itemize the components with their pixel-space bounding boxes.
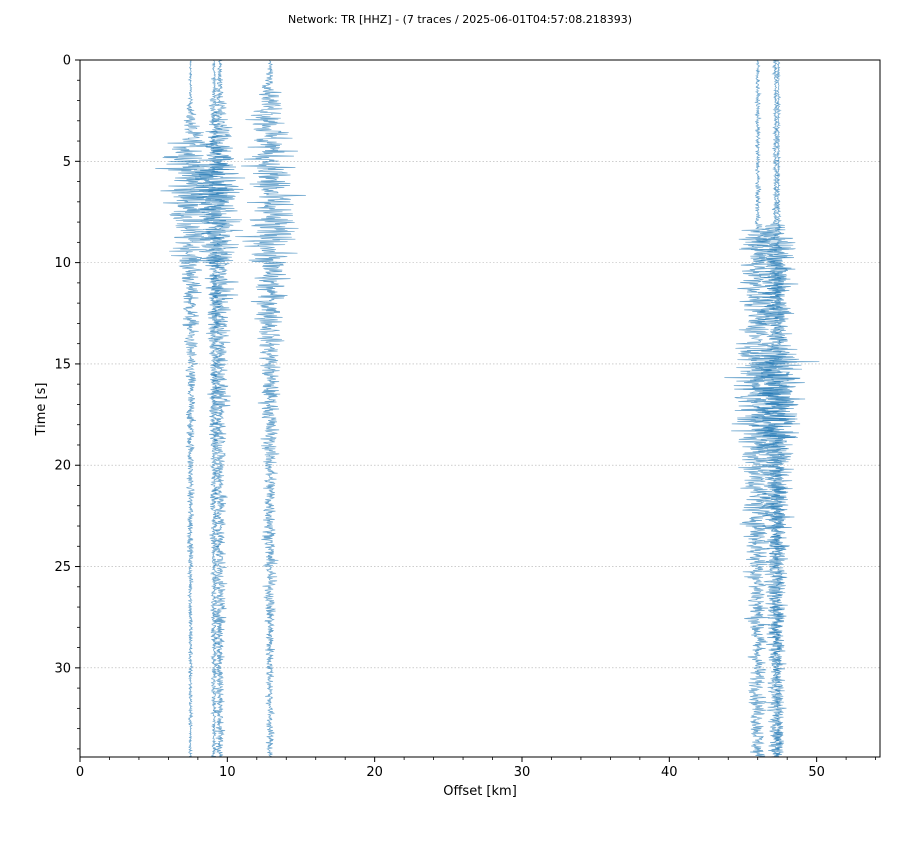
y-tick-label: 5 — [63, 155, 71, 170]
y-tick-label: 0 — [63, 54, 71, 69]
x-tick-label: 50 — [808, 765, 825, 780]
x-tick-label: 40 — [661, 765, 678, 780]
seismic-trace — [753, 59, 806, 758]
seismic-trace — [189, 59, 246, 758]
x-tick-label: 0 — [76, 765, 84, 780]
y-tick-label: 30 — [54, 661, 71, 676]
seismic-trace — [193, 59, 233, 758]
seismic-trace — [743, 59, 820, 758]
seismic-trace — [235, 59, 306, 758]
traces — [155, 59, 820, 758]
y-axis-label: Time [s] — [34, 383, 49, 437]
y-tick-label: 15 — [54, 357, 71, 372]
y-tick-label: 25 — [54, 560, 71, 575]
x-axis-label: Offset [km] — [443, 784, 517, 799]
x-tick-label: 30 — [514, 765, 531, 780]
axis-ticks: 0 10 20 30 40 50 0 5 10 15 20 25 30 — [54, 54, 876, 780]
x-tick-label: 10 — [219, 765, 236, 780]
chart-title: Network: TR [HHZ] - (7 traces / 2025-06-… — [287, 13, 633, 26]
y-tick-label: 20 — [54, 459, 71, 474]
seismic-trace — [155, 59, 224, 758]
plot-area — [79, 59, 881, 758]
x-tick-label: 20 — [366, 765, 383, 780]
y-tick-label: 10 — [54, 256, 71, 271]
